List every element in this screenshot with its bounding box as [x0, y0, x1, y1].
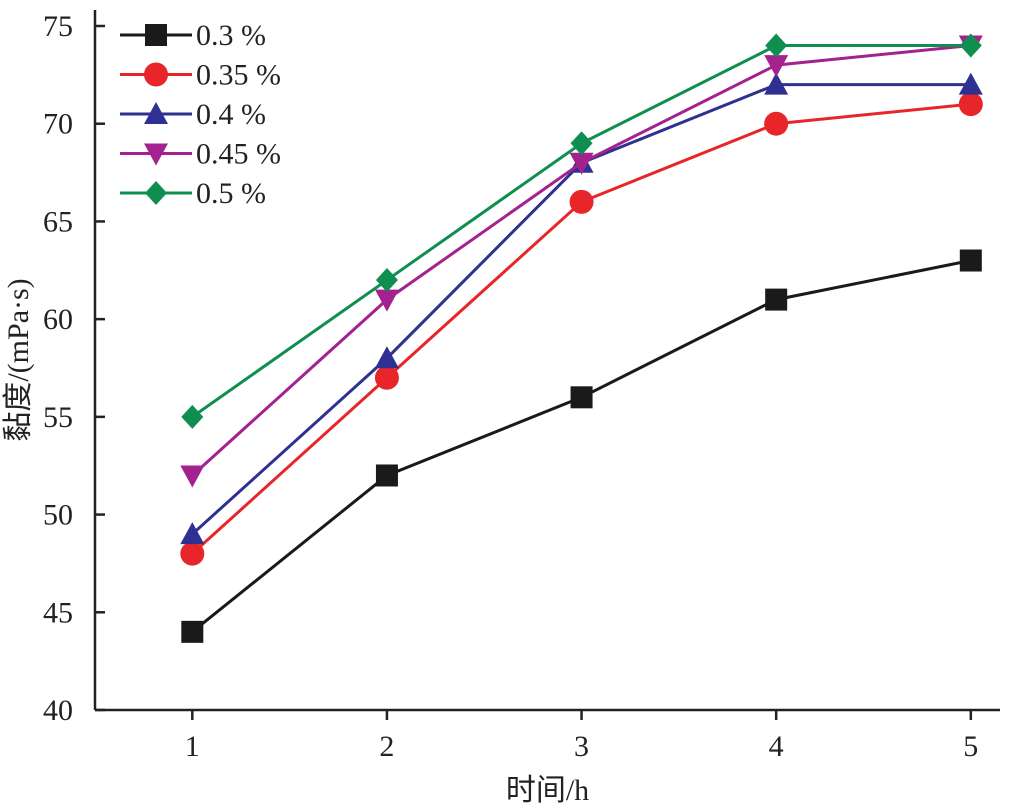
x-tick-label: 1	[185, 730, 200, 763]
legend-item: 0.45 %	[120, 138, 281, 171]
data-point	[570, 131, 593, 156]
legend-label: 0.5 %	[196, 177, 266, 210]
data-point	[569, 152, 594, 175]
data-point	[569, 189, 594, 214]
data-point	[764, 72, 789, 95]
x-tick-label: 4	[769, 730, 784, 763]
data-point	[959, 33, 982, 58]
data-point	[764, 55, 789, 78]
legend-label: 0.4 %	[196, 98, 266, 131]
data-point	[181, 404, 204, 429]
legend-item: 0.3 %	[120, 19, 266, 52]
x-tick-label: 2	[379, 730, 394, 763]
data-point	[375, 464, 398, 487]
x-tick-label: 5	[963, 730, 978, 763]
data-point	[375, 268, 398, 293]
series-line	[191, 44, 971, 477]
series-1	[181, 249, 982, 643]
y-tick-label: 45	[43, 596, 73, 629]
legend-label: 0.45 %	[196, 138, 281, 171]
x-axis-title: 时间/h	[506, 774, 589, 807]
legend: 0.3 % 0.35 % 0.4 % 0.45 % 0.5 %	[120, 19, 281, 210]
data-point	[765, 288, 788, 311]
data-point	[765, 33, 788, 58]
data-point	[181, 620, 204, 643]
data-point	[180, 541, 205, 566]
data-point	[764, 111, 789, 136]
y-tick-label: 65	[43, 205, 73, 238]
y-tick-label: 40	[43, 694, 73, 727]
data-point	[958, 92, 983, 117]
x-tick-label: 3	[574, 730, 589, 763]
data-point	[180, 522, 205, 545]
legend-marker	[145, 24, 167, 46]
legend-item: 0.35 %	[120, 59, 281, 92]
y-tick-label: 75	[43, 10, 73, 43]
y-tick-label: 60	[43, 303, 73, 336]
legend-label: 0.3 %	[196, 19, 266, 52]
legend-item: 0.5 %	[120, 177, 266, 210]
y-tick-label: 55	[43, 401, 73, 434]
legend-marker	[145, 181, 167, 205]
data-point	[959, 249, 982, 272]
legend-marker	[144, 143, 168, 166]
y-tick-label: 50	[43, 499, 73, 532]
legend-marker	[144, 102, 168, 124]
y-axis-title: 黏度/(mPa·s)	[2, 278, 35, 441]
y-tick-label: 70	[43, 108, 73, 141]
legend-label: 0.35 %	[196, 59, 281, 92]
data-point	[570, 386, 593, 409]
series-layer	[180, 33, 983, 643]
series-2	[180, 92, 983, 566]
data-point	[180, 465, 205, 488]
series-5	[181, 33, 982, 429]
data-point	[958, 72, 983, 95]
legend-marker	[144, 62, 168, 87]
data-point	[374, 346, 399, 369]
data-point	[374, 289, 399, 312]
series-4	[180, 35, 983, 488]
legend-item: 0.4 %	[120, 98, 266, 131]
series-line	[191, 44, 971, 419]
data-point	[374, 365, 399, 390]
